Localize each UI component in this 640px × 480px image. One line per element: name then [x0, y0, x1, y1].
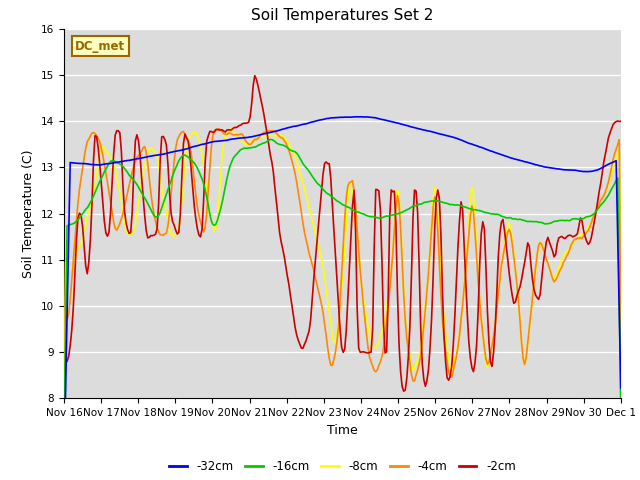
Legend: -32cm, -16cm, -8cm, -4cm, -2cm: -32cm, -16cm, -8cm, -4cm, -2cm [164, 455, 520, 478]
Y-axis label: Soil Temperature (C): Soil Temperature (C) [22, 149, 35, 278]
Text: DC_met: DC_met [75, 40, 125, 53]
Title: Soil Temperatures Set 2: Soil Temperatures Set 2 [252, 9, 433, 24]
X-axis label: Time: Time [327, 424, 358, 437]
